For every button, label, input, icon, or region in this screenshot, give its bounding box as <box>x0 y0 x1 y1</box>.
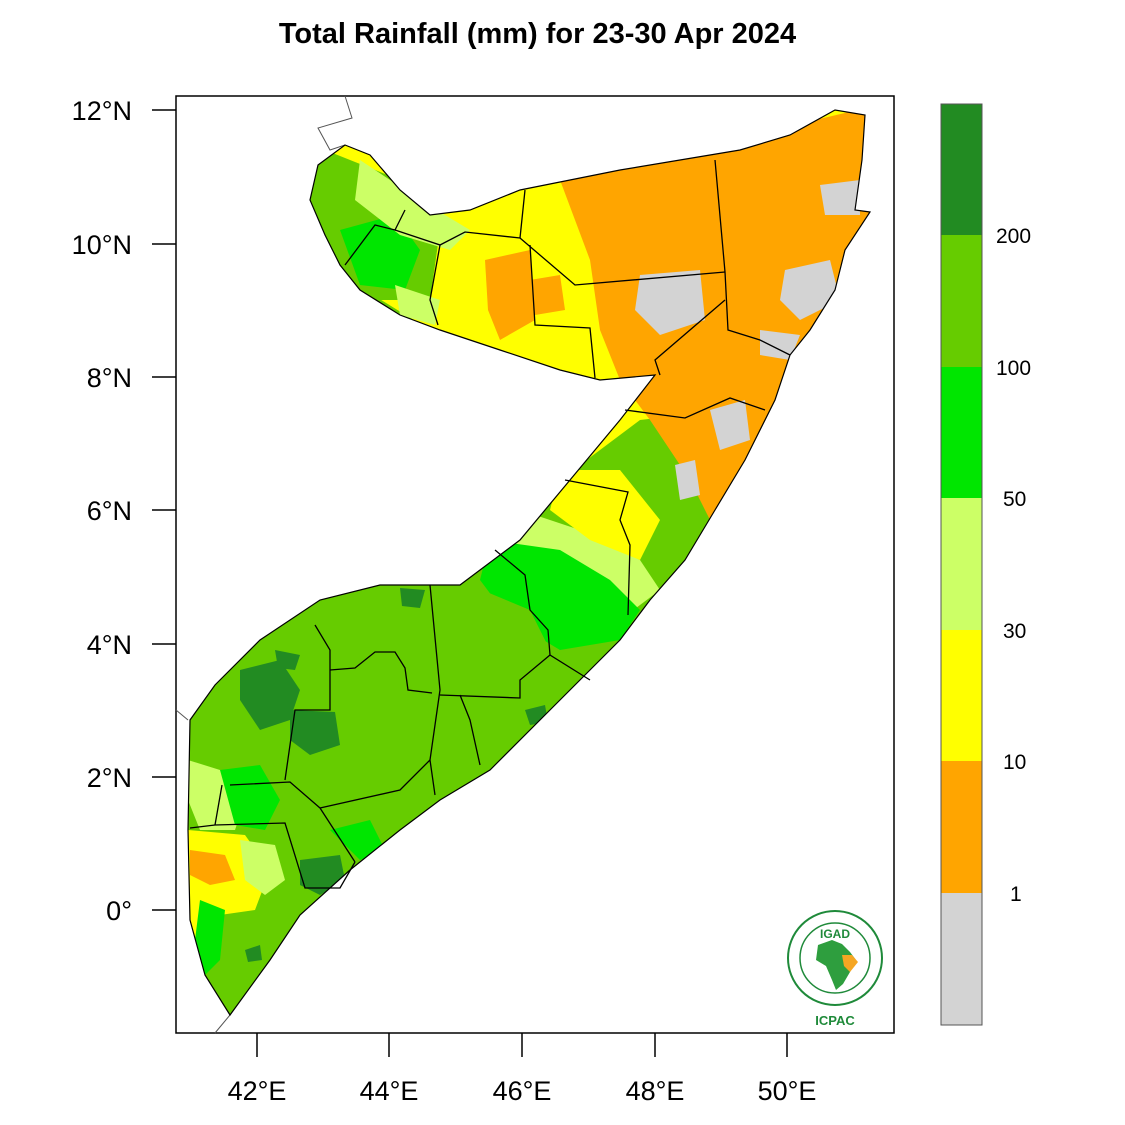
lat-tick-label: 2°N <box>87 763 132 793</box>
legend-label: 50 <box>1003 488 1026 511</box>
legend-label: 200 <box>996 225 1031 248</box>
map-title: Total Rainfall (mm) for 23-30 Apr 2024 <box>278 18 797 50</box>
lat-tick-label: 12°N <box>72 96 132 126</box>
legend-label: 1 <box>1010 883 1022 906</box>
lat-ticks <box>152 109 176 911</box>
rainfall-field <box>188 110 870 1015</box>
africa-icon <box>816 940 856 990</box>
region-boundaries <box>189 159 791 889</box>
somalia-outline <box>187 109 872 1017</box>
lat-tick-label: 10°N <box>72 230 132 260</box>
legend-label: 30 <box>1003 620 1026 643</box>
legend-swatch-above-200 <box>941 104 982 235</box>
lon-tick-labels: 42°E 44°E 46°E 48°E 50°E <box>228 1076 817 1106</box>
legend-frame <box>940 103 983 1026</box>
plot-frame <box>175 95 895 1034</box>
logo-igad-text: IGAD <box>820 927 850 941</box>
lat-tick-label: 8°N <box>87 363 132 393</box>
logo-icpac-text: ICPAC <box>815 1013 855 1028</box>
lon-tick-label: 46°E <box>493 1076 552 1106</box>
legend-swatch-10-30 <box>941 630 982 761</box>
lat-tick-labels: 12°N 10°N 8°N 6°N 4°N 2°N 0° <box>72 96 132 926</box>
horn-of-africa-icon <box>842 955 858 972</box>
lat-tick-label: 0° <box>106 896 132 926</box>
legend-swatch-30-50 <box>941 498 982 630</box>
legend-label: 100 <box>996 357 1031 380</box>
legend-swatch-50-100 <box>941 367 982 498</box>
igad-icpac-logo: IGAD ICPAC <box>787 910 883 1028</box>
lat-tick-label: 4°N <box>87 630 132 660</box>
lon-ticks <box>256 1033 788 1057</box>
lon-tick-label: 42°E <box>228 1076 287 1106</box>
lat-tick-label: 6°N <box>87 496 132 526</box>
legend-swatch-100-200 <box>941 235 982 367</box>
legend-swatch-1-10 <box>941 761 982 893</box>
lon-tick-label: 48°E <box>626 1076 685 1106</box>
neighbour-borders <box>175 95 353 1034</box>
color-legend: 200 100 50 30 10 1 <box>940 103 1031 1026</box>
lon-tick-label: 44°E <box>360 1076 419 1106</box>
lon-tick-label: 50°E <box>758 1076 817 1106</box>
legend-swatch-below-1 <box>941 893 982 1025</box>
legend-label: 10 <box>1003 751 1026 774</box>
